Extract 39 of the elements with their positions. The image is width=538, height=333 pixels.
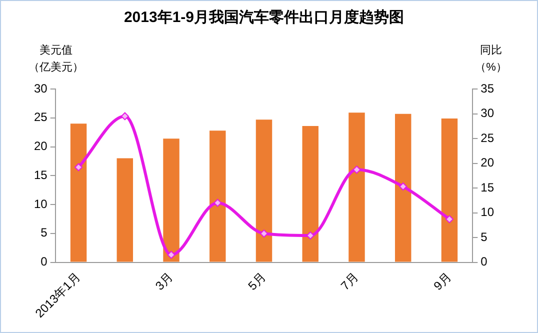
point [445,215,454,224]
y-tick-label: 30 [34,81,48,96]
y2-tick-label: 30 [480,106,494,120]
x-tick-label: 7月 [338,270,362,294]
y-tick-label: 25 [34,110,48,124]
bar [394,114,412,262]
bar [70,124,87,262]
y2-tick-label: 20 [480,156,494,170]
bar [302,126,318,262]
y2-tick-label: 25 [480,130,494,145]
bar [441,118,458,262]
bar [163,138,180,262]
y2-tick-label: 35 [480,81,494,96]
y-tick-label: 0 [40,254,48,269]
y2-tick-label: 10 [480,205,494,220]
bar [256,120,272,262]
point [399,182,408,191]
point [214,198,222,207]
chart-title: 2013年1-9月我国汽车零件出口月度趋势图 [124,8,404,26]
bar [348,112,365,262]
y-tick-label: 20 [34,139,48,154]
point [260,230,268,238]
y-tick-label: 10 [34,196,48,211]
y-axis-title: 美元值（亿美元） [28,44,84,74]
x-tick-label: 9月 [430,270,454,294]
bar [210,130,226,262]
y2-tick-label: 0 [480,254,488,269]
point [352,166,361,174]
point [167,250,176,259]
y2-tick-label: 5 [480,230,488,244]
bar [116,158,134,262]
point [74,163,83,172]
y-tick-label: 5 [40,226,48,240]
x-tick-label: 5月 [245,270,268,294]
point [120,112,129,120]
y-tick-label: 15 [34,168,48,182]
y2-axis-title: 同比（%） [475,44,507,74]
y2-tick-label: 15 [480,180,494,194]
x-tick-label: 3月 [152,270,176,294]
